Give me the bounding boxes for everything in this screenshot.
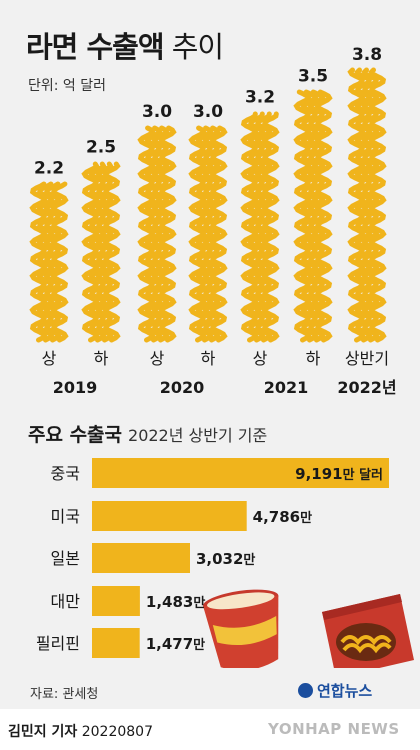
noodle-strand	[368, 67, 387, 343]
noodle-strand	[151, 125, 170, 343]
country-value: 1,477만	[146, 635, 205, 653]
value-labels: 2.2 2.5 3.0 3.0 3.2 3.5 3.8	[34, 45, 382, 179]
noodle-strand	[354, 67, 373, 343]
noodle-strand	[144, 125, 163, 343]
year-label: 2019	[53, 378, 98, 397]
credit-date: 20220807	[81, 724, 153, 740]
year-label: 2021	[264, 378, 309, 397]
value-label: 3.0	[142, 102, 172, 122]
country-value: 3,032만	[196, 550, 255, 568]
noodle-strand	[188, 125, 207, 343]
year-labels: 2019 2020 2021 2022년	[53, 378, 397, 397]
value-label: 3.8	[352, 45, 382, 65]
half-label: 상	[150, 349, 165, 368]
unit-label: 단위: 억 달러	[28, 78, 107, 94]
noodle-strand	[29, 181, 48, 343]
value-label: 3.0	[193, 102, 223, 122]
value-label: 2.2	[34, 159, 64, 179]
half-year-labels: 상 하 상 하 상 하 상반기	[42, 349, 389, 368]
noodle-strand	[300, 89, 319, 343]
noodle-strand	[36, 181, 55, 343]
noodle-strand	[307, 89, 326, 343]
half-label: 상	[253, 349, 268, 368]
credit: 김민지 기자 20220807	[8, 721, 153, 741]
country-bar	[92, 543, 190, 573]
country-name: 필리핀	[36, 634, 80, 653]
half-label: 하	[94, 349, 109, 368]
export-trend-chart: 2.2 2.5 3.0 3.0 3.2 3.5 3.8 상 하 상 하 상 하 상반기 2019 2020…	[29, 45, 397, 397]
watermark: YONHAP NEWS	[268, 720, 400, 738]
value-label: 3.2	[245, 88, 275, 108]
country-value: 4,786만	[253, 508, 312, 526]
noodle-strand	[50, 181, 69, 343]
noodle-strand	[88, 161, 107, 343]
noodle-strand	[314, 89, 333, 343]
country-name: 미국	[51, 507, 80, 526]
country-name: 중국	[51, 464, 80, 483]
page-title: 라면 수출액 추이	[26, 24, 224, 66]
country-value-labels: 9,191만 달러 4,786만 3,032만 1,483만 1,477만	[146, 465, 383, 653]
country-name: 일본	[51, 549, 80, 568]
wave-bars	[29, 67, 387, 343]
noodle-strand	[361, 67, 380, 343]
country-bars	[92, 458, 389, 658]
noodle-strand	[195, 125, 214, 343]
year-label: 2022년	[337, 378, 396, 397]
noodle-strand	[240, 111, 259, 343]
value-label: 2.5	[86, 137, 116, 157]
year-label: 2020	[160, 378, 205, 397]
noodle-strand	[209, 125, 228, 343]
noodle-strand	[254, 111, 273, 343]
noodle-strand	[293, 89, 312, 343]
country-bar	[92, 586, 140, 616]
half-label: 상반기	[345, 349, 389, 368]
noodle-strand	[158, 125, 177, 343]
footer: 김민지 기자 20220807 YONHAP NEWS	[0, 709, 420, 750]
export-country-chart: 9,191만 달러 4,786만 3,032만 1,483만 1,477만 중국미국일본…	[36, 458, 414, 668]
country-bar	[92, 628, 140, 658]
wave-bar	[29, 181, 69, 343]
wave-bar	[81, 161, 121, 343]
wave-bar	[188, 125, 228, 343]
value-label: 3.5	[298, 66, 328, 86]
noodle-strand	[102, 161, 121, 343]
noodle-strand	[247, 111, 266, 343]
noodle-strand	[347, 67, 366, 343]
wave-bar	[137, 125, 177, 343]
noodle-strand	[202, 125, 221, 343]
country-name: 대만	[51, 592, 81, 611]
yonhap-logo-icon	[298, 683, 313, 698]
noodle-strand	[95, 161, 114, 343]
country-bar	[92, 458, 389, 488]
country-bar	[92, 501, 247, 531]
wave-bar	[347, 67, 387, 343]
section-title-sub: 2022년 상반기 기준	[128, 426, 268, 445]
half-label: 상	[42, 349, 57, 368]
source-label: 자료: 관세청	[30, 687, 99, 702]
brand-name: 연합뉴스	[317, 682, 373, 700]
half-label: 하	[306, 349, 321, 368]
wave-bar	[293, 89, 333, 343]
half-label: 하	[201, 349, 216, 368]
country-value: 1,483만	[146, 593, 205, 611]
title-light: 추이	[163, 30, 224, 64]
noodle-strand	[261, 111, 280, 343]
section-title: 주요 수출국 2022년 상반기 기준	[28, 420, 267, 447]
noodle-strand	[43, 181, 62, 343]
title-bold: 라면 수출액	[26, 30, 164, 64]
noodle-strand	[81, 161, 100, 343]
ramen-cup-illustration	[203, 589, 414, 668]
brand-logo: 연합뉴스	[298, 680, 372, 701]
noodle-strand	[137, 125, 156, 343]
credit-name: 김민지 기자	[8, 724, 78, 740]
section-title-main: 주요 수출국	[28, 424, 123, 446]
wave-bar	[240, 111, 280, 343]
country-value: 9,191만 달러	[295, 465, 383, 483]
